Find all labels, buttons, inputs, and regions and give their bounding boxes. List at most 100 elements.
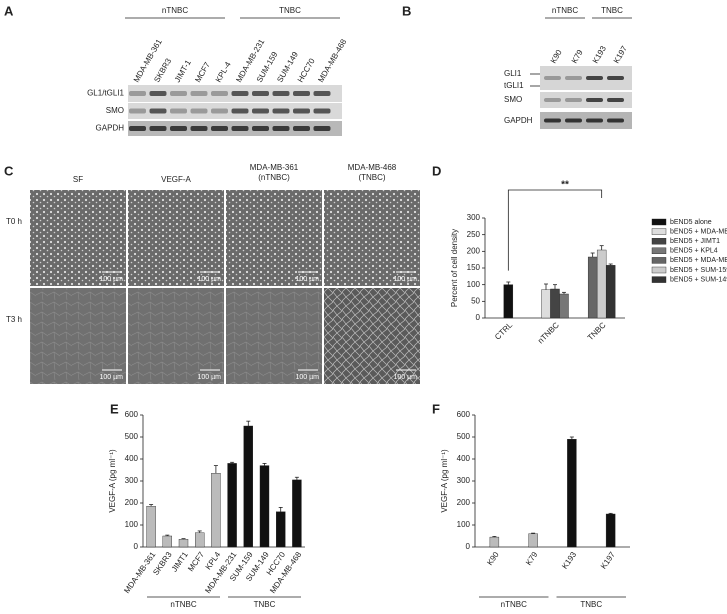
column-label: VEGF-A <box>161 175 191 184</box>
x-tick-label: MCF7 <box>186 550 206 573</box>
blot-band <box>544 98 561 102</box>
blot-band <box>313 108 331 114</box>
bar <box>146 506 156 548</box>
blot-band <box>293 91 310 96</box>
y-axis-label: Percent of cell density <box>450 229 459 307</box>
blot-band <box>231 126 249 131</box>
y-tick-label: 50 <box>471 296 480 305</box>
blot-band <box>129 108 146 114</box>
group-label: nTNBC <box>552 6 578 15</box>
micrograph <box>128 190 224 286</box>
blot-band <box>129 91 146 96</box>
y-tick-label: 300 <box>457 476 471 485</box>
column-label: (TNBC) <box>358 173 385 182</box>
blot-band <box>231 91 249 96</box>
blot-band <box>565 118 582 123</box>
scale-label: 100 µm <box>394 374 418 381</box>
micrograph <box>30 288 126 384</box>
blot-band <box>607 98 624 102</box>
blot-band <box>586 118 603 123</box>
blot-band <box>149 126 167 131</box>
blot-band <box>607 118 624 123</box>
x-tick-label: K90 <box>485 550 501 567</box>
blot-band <box>170 126 187 131</box>
micrograph <box>324 190 420 286</box>
bar <box>489 536 500 548</box>
y-tick-label: 200 <box>467 246 481 255</box>
y-tick-label: 300 <box>125 476 139 485</box>
bar <box>559 293 569 319</box>
column-label: (nTNBC) <box>258 173 290 182</box>
group-label: nTNBC <box>162 6 188 15</box>
bar <box>292 479 302 548</box>
blot-band <box>293 126 310 131</box>
y-tick-label: 600 <box>125 410 139 419</box>
legend-label: bEND5 + SUM-149 <box>670 276 727 283</box>
y-tick-label: 200 <box>457 498 471 507</box>
column-label: MDA-MB-468 <box>348 163 397 172</box>
y-tick-label: 0 <box>134 542 139 551</box>
y-tick-label: 200 <box>125 498 139 507</box>
bar <box>567 439 577 548</box>
blot-band <box>170 108 187 114</box>
blot-band <box>190 91 208 96</box>
lane-label: K90 <box>549 48 564 65</box>
scale-label: 100 µm <box>394 276 418 283</box>
y-tick-label: 500 <box>457 432 471 441</box>
y-tick-label: 400 <box>457 454 471 463</box>
annotation: ** <box>561 180 569 191</box>
bar <box>528 533 538 548</box>
group-label: nTNBC <box>170 600 196 609</box>
row-label: T3 h <box>6 315 22 324</box>
micrograph <box>128 288 224 384</box>
row-label: SMO <box>504 95 522 104</box>
y-tick-label: 600 <box>457 410 471 419</box>
bar <box>605 513 616 548</box>
micrograph <box>30 190 126 286</box>
blot-band <box>252 126 269 131</box>
row-label: T0 h <box>6 217 22 226</box>
bar <box>550 288 560 319</box>
row-label: SMO <box>106 106 124 115</box>
blot-band <box>272 126 290 131</box>
blot-band <box>231 108 249 114</box>
scale-label: 100 µm <box>296 374 320 381</box>
bar <box>162 535 173 548</box>
micrograph <box>226 190 322 286</box>
blot-band <box>211 108 228 114</box>
blot-band <box>211 126 228 131</box>
blot-band <box>129 126 146 131</box>
lane-label: K79 <box>570 48 585 65</box>
y-tick-label: 100 <box>467 280 481 289</box>
bar <box>587 256 598 319</box>
bar <box>605 265 616 319</box>
y-axis-label: VEGF-A (pg ml⁻¹) <box>440 449 449 513</box>
scale-label: 100 µm <box>198 374 222 381</box>
panel-label: E <box>110 401 119 416</box>
blot-band <box>252 91 269 96</box>
lane-label: MDA-MB-468 <box>316 37 348 84</box>
x-tick-label: K193 <box>560 550 578 571</box>
bar <box>211 473 221 548</box>
blot-band <box>272 108 290 114</box>
y-tick-label: 400 <box>125 454 139 463</box>
legend-label: bEND5 + MDA-MB-361 <box>670 228 727 235</box>
blot-band <box>586 76 603 80</box>
lane-label: K197 <box>612 44 629 65</box>
lane-label: K193 <box>591 44 608 65</box>
lane-label: KPL-4 <box>214 60 233 84</box>
panel-label: D <box>432 163 441 178</box>
scale-label: 100 µm <box>100 276 124 283</box>
group-label: TNBC <box>254 600 276 609</box>
lane-label: HCC70 <box>296 56 317 84</box>
bar <box>276 511 286 548</box>
scale-label: 100 µm <box>296 276 320 283</box>
legend-label: bEND5 + SUM-159 <box>670 267 727 274</box>
legend-label: bEND5 + KPL4 <box>670 248 718 255</box>
bar <box>194 532 205 548</box>
x-tick-label: CTRL <box>493 320 515 342</box>
lane-label: JIMT-1 <box>173 58 193 84</box>
row-label: GAPDH <box>96 124 125 133</box>
blot-band <box>170 91 187 96</box>
